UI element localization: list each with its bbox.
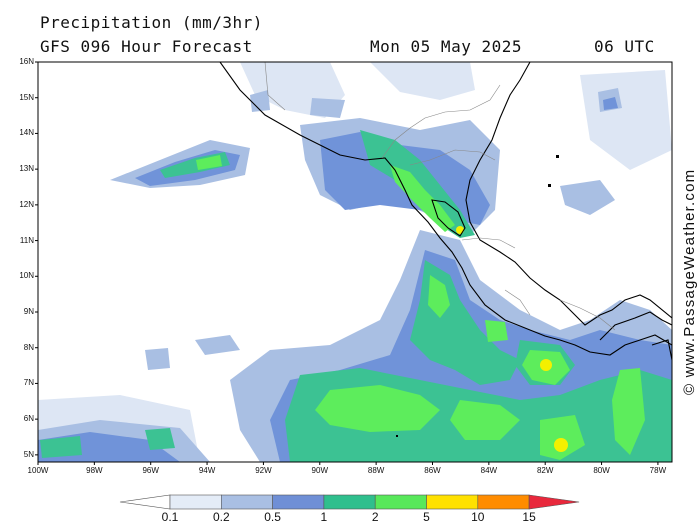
legend-swatch — [169, 494, 222, 510]
lon-label: 80W — [593, 466, 610, 475]
legend-swatch — [477, 494, 530, 510]
lat-label: 13N — [19, 164, 34, 174]
legend-label: 10 — [471, 510, 485, 524]
legend-arrow-left — [119, 494, 171, 510]
legend-swatch — [374, 494, 427, 510]
lon-label: 78W — [649, 466, 667, 475]
legend-label: 2 — [371, 510, 379, 524]
country-borders — [264, 62, 616, 331]
precipitation-legend — [119, 494, 580, 510]
lat-label: 16N — [19, 57, 34, 66]
forecast-date: Mon 05 May 2025 — [370, 37, 522, 56]
lon-label: 82W — [536, 466, 554, 475]
lat-label: 8N — [23, 342, 34, 352]
lat-label: 9N — [23, 307, 34, 316]
legend-arrow-right — [528, 494, 580, 510]
legend-label: 15 — [522, 510, 536, 524]
legend-label: 0.1 — [161, 510, 179, 524]
coastline — [219, 62, 672, 361]
lat-label: 12N — [19, 199, 34, 209]
legend-label: 5 — [423, 510, 430, 524]
legend-swatch — [426, 494, 479, 510]
lon-label: 94W — [198, 466, 216, 475]
copyright-text: © www.PassageWeather.com — [681, 168, 698, 395]
lon-label: 98W — [86, 466, 103, 475]
legend-swatch — [272, 494, 325, 510]
axis-ticks — [35, 61, 659, 465]
legend-label: 0.2 — [212, 510, 230, 524]
forecast-subtitle: GFS 096 Hour Forecast — [40, 37, 253, 56]
lat-label: 15N — [19, 92, 34, 102]
lon-label: 92W — [255, 466, 272, 475]
lat-label: 14N — [19, 128, 34, 138]
lat-label: 10N — [19, 271, 34, 281]
legend-label: 0.5 — [264, 510, 281, 524]
lat-label: 5N — [23, 449, 34, 459]
lon-label: 90W — [311, 466, 328, 475]
lon-label: 100W — [27, 466, 49, 475]
lat-label: 11N — [19, 235, 34, 245]
lat-label: 6N — [23, 414, 34, 424]
legend-swatch — [221, 494, 273, 510]
islands — [396, 155, 559, 437]
map-frame — [37, 61, 673, 463]
map-title: Precipitation (mm/3hr) — [40, 13, 263, 32]
lon-label: 88W — [367, 466, 385, 475]
forecast-time: 06 UTC — [594, 37, 655, 56]
legend-swatch — [323, 494, 376, 510]
lon-label: 84W — [480, 466, 498, 475]
legend-label: 1 — [320, 510, 328, 524]
lon-label: 96W — [142, 466, 159, 475]
lon-label: 86W — [424, 466, 441, 475]
lat-label: 7N — [23, 378, 34, 388]
